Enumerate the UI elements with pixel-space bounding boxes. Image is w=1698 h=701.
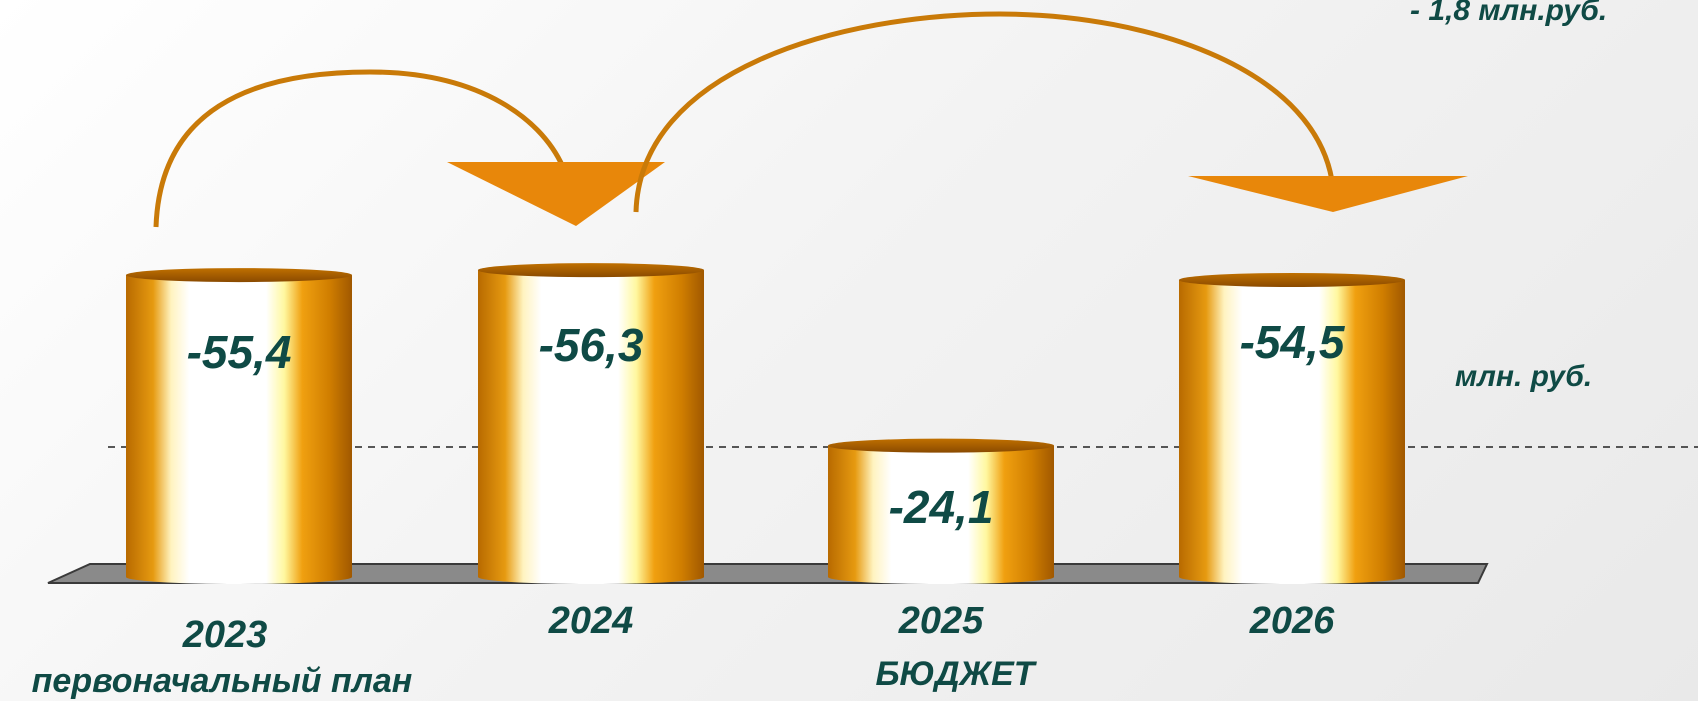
bar-2024 — [478, 263, 704, 584]
tick-label-2023: 2023 — [182, 614, 268, 656]
caption-2025: БЮДЖЕТ — [875, 655, 1035, 693]
arrow-head-2024-2026 — [1188, 176, 1468, 212]
tick-label-2024: 2024 — [548, 600, 634, 642]
tick-label-2025: 2025 — [898, 600, 984, 642]
tick-label-2026: 2026 — [1249, 600, 1335, 642]
data-label-2025: -24,1 — [888, 481, 994, 533]
bar-2023 — [126, 268, 352, 584]
chart-floor — [47, 563, 1489, 584]
arrow-curve-2023-2024 — [153, 69, 568, 228]
bar-body — [126, 275, 352, 584]
bar-body — [828, 445, 1054, 584]
bar-top — [1179, 272, 1405, 287]
data-label-2026: -54,5 — [1239, 316, 1345, 368]
units-label: млн. руб. — [1455, 360, 1593, 393]
bar-body — [478, 270, 704, 584]
arrow-curve-2024-2026 — [633, 11, 1336, 213]
bar-2026 — [1179, 272, 1405, 584]
caption-2023: первоначальный план — [31, 662, 413, 700]
bar-top — [126, 268, 352, 283]
corner-note: - 1,8 млн.руб. — [1410, 0, 1608, 27]
arrow-head-2023-2024 — [447, 162, 665, 226]
data-label-2023: -55,4 — [186, 326, 292, 378]
bar-body — [1179, 279, 1405, 584]
bar-top — [478, 263, 704, 278]
bar-top — [828, 438, 1054, 453]
bar-2025 — [828, 438, 1054, 584]
data-label-2024: -56,3 — [538, 319, 644, 371]
